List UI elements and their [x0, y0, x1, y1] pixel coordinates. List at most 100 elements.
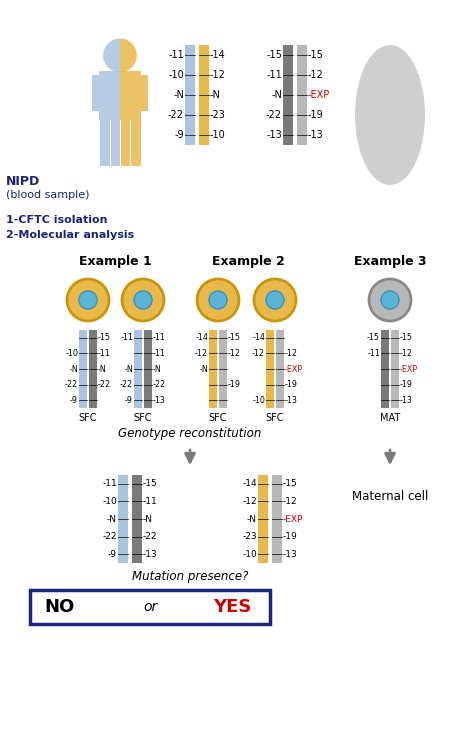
Bar	[134, 330, 142, 408]
Text: -11: -11	[120, 333, 133, 342]
Text: -9: -9	[174, 130, 184, 140]
Text: -10: -10	[210, 130, 226, 140]
Text: -14: -14	[242, 479, 257, 488]
Text: -11: -11	[98, 349, 111, 358]
Bar	[199, 45, 209, 145]
Text: Maternal cell: Maternal cell	[352, 490, 428, 503]
Text: -19: -19	[228, 380, 241, 389]
Text: -N: -N	[124, 364, 133, 373]
Text: -N: -N	[210, 90, 221, 100]
Text: -15: -15	[266, 50, 282, 60]
Text: -11: -11	[102, 479, 117, 488]
Text: -12: -12	[400, 349, 413, 358]
Text: -12: -12	[242, 497, 257, 506]
Text: -12: -12	[195, 349, 208, 358]
Bar	[99, 70, 120, 120]
Text: -22: -22	[168, 110, 184, 120]
Text: -N: -N	[153, 364, 162, 373]
Bar	[89, 330, 97, 408]
Text: -12: -12	[228, 349, 241, 358]
Bar	[121, 120, 130, 165]
Bar	[141, 74, 148, 111]
Text: -12: -12	[285, 349, 298, 358]
Bar	[100, 120, 109, 165]
Bar	[276, 330, 284, 408]
Text: SFC: SFC	[266, 413, 284, 423]
Bar	[132, 475, 142, 563]
Text: -13: -13	[266, 130, 282, 140]
Text: -EXP: -EXP	[283, 514, 303, 524]
Text: -13: -13	[285, 395, 298, 404]
Text: 2-Molecular analysis: 2-Molecular analysis	[6, 230, 134, 240]
Bar	[381, 330, 389, 408]
Bar	[110, 120, 120, 165]
Text: -19: -19	[285, 380, 298, 389]
Bar	[258, 475, 268, 563]
Text: -11: -11	[266, 70, 282, 80]
Text: -12: -12	[210, 70, 226, 80]
Circle shape	[381, 291, 399, 309]
Text: Genotype reconstitution: Genotype reconstitution	[118, 427, 262, 440]
Circle shape	[79, 291, 97, 309]
Bar	[283, 45, 293, 145]
Bar	[272, 475, 282, 563]
Text: Example 1: Example 1	[79, 255, 151, 268]
Text: YES: YES	[213, 598, 251, 616]
Text: -22: -22	[98, 380, 111, 389]
Text: NIPD: NIPD	[6, 175, 40, 188]
FancyBboxPatch shape	[30, 590, 270, 624]
Text: -11: -11	[367, 349, 380, 358]
Circle shape	[209, 291, 227, 309]
Text: -9: -9	[125, 395, 133, 404]
Text: -9: -9	[70, 395, 78, 404]
Text: or: or	[143, 600, 157, 614]
Text: -15: -15	[400, 333, 413, 342]
Text: -22: -22	[266, 110, 282, 120]
Bar	[92, 74, 99, 111]
Text: -N: -N	[69, 364, 78, 373]
Text: SFC: SFC	[79, 413, 97, 423]
Text: -14: -14	[252, 333, 265, 342]
Text: Example 2: Example 2	[211, 255, 284, 268]
Text: -11: -11	[153, 349, 166, 358]
Text: -EXP: -EXP	[308, 90, 330, 100]
Text: -14: -14	[195, 333, 208, 342]
Circle shape	[122, 279, 164, 321]
Text: -13: -13	[400, 395, 413, 404]
Text: -11: -11	[168, 50, 184, 60]
Text: -12: -12	[283, 497, 298, 506]
Text: -15: -15	[98, 333, 111, 342]
Text: -10: -10	[252, 395, 265, 404]
Text: -22: -22	[153, 380, 166, 389]
Text: -13: -13	[143, 550, 158, 559]
Text: -N: -N	[173, 90, 184, 100]
Bar	[79, 330, 87, 408]
Text: -23: -23	[242, 532, 257, 541]
Circle shape	[254, 279, 296, 321]
Text: -N: -N	[271, 90, 282, 100]
Bar	[219, 330, 227, 408]
Text: -12: -12	[308, 70, 324, 80]
Ellipse shape	[355, 45, 425, 185]
Text: -11: -11	[143, 497, 158, 506]
Wedge shape	[103, 39, 120, 72]
Text: -EXP: -EXP	[285, 364, 303, 373]
Text: -15: -15	[283, 479, 298, 488]
Text: -N: -N	[107, 514, 117, 524]
Text: -23: -23	[210, 110, 226, 120]
Circle shape	[197, 279, 239, 321]
Bar	[185, 45, 195, 145]
Text: -10: -10	[168, 70, 184, 80]
Bar	[144, 330, 152, 408]
Bar	[120, 70, 141, 120]
Bar	[131, 120, 141, 165]
Text: NO: NO	[45, 598, 75, 616]
Text: Mutation presence?: Mutation presence?	[132, 570, 248, 583]
Bar	[266, 330, 274, 408]
Text: -N: -N	[98, 364, 107, 373]
Bar	[391, 330, 399, 408]
Text: -19: -19	[400, 380, 413, 389]
Text: -15: -15	[228, 333, 241, 342]
Circle shape	[67, 279, 109, 321]
Bar	[209, 330, 217, 408]
